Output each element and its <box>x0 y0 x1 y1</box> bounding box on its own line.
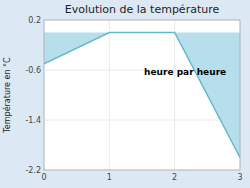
line <box>44 33 240 158</box>
x-tick-label: 3 <box>237 173 242 182</box>
y-tick-label: -1.4 <box>25 116 41 125</box>
chart: 0.2 -0.6 -1.4 -2.20 1 2 3 Evolution de la tempé… <box>0 0 250 188</box>
y-tick-label: 0.2 <box>28 16 41 25</box>
plot-frame <box>44 20 240 170</box>
x-tick-label: 0 <box>41 173 46 182</box>
chart-container: 0.2 -0.6 -1.4 -2.20 1 2 3 Evolution de la tempé… <box>0 0 250 188</box>
y-tick-label: -0.6 <box>25 66 41 75</box>
x-tick-label: 2 <box>172 173 177 182</box>
data-layer <box>44 33 240 158</box>
x-grid-line <box>109 20 110 170</box>
y-tick-label: -2.2 <box>25 166 41 175</box>
x-axis-label: heure par heure <box>144 67 226 77</box>
plot-background <box>44 20 240 170</box>
y-axis-label: Température en °C <box>2 57 12 134</box>
title: Evolution de la température <box>65 3 220 16</box>
area-below-zero <box>44 33 240 158</box>
x-tick-label: 1 <box>107 173 112 182</box>
x-grid-line <box>174 20 175 170</box>
y-grid-line <box>44 120 240 121</box>
axes: 0.2 -0.6 -1.4 -2.20 1 2 3 <box>25 16 242 183</box>
